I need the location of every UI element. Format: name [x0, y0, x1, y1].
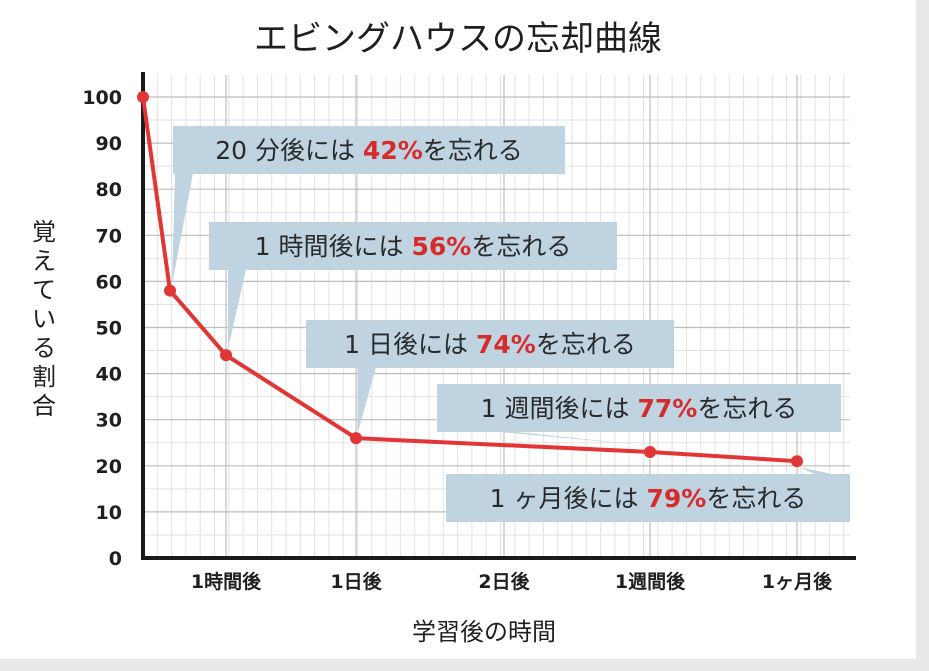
series-line-group [137, 91, 803, 468]
y-axis-label-char: 覚 [32, 218, 56, 246]
y-axis-label-char: 合 [32, 392, 56, 420]
callout-pointer [489, 431, 652, 446]
callout-pointer [172, 173, 193, 285]
y-tick-label: 50 [96, 318, 122, 340]
callout-percent: 79% [646, 484, 706, 513]
data-point [791, 455, 803, 468]
y-tick-label: 20 [96, 456, 122, 478]
callout-text-suffix: を忘れる [706, 484, 806, 513]
callout-box [306, 320, 674, 368]
chart-title: エビングハウスの忘却曲線 [254, 19, 662, 59]
x-tick-label: 1時間後 [191, 570, 262, 593]
callout-text: 1 ヶ月後には 79%を忘れる [490, 484, 807, 513]
y-axis-label-char: い [32, 305, 56, 333]
callout-text: 20 分後には 42%を忘れる [215, 136, 523, 165]
x-tick-labels: 1時間後 1日後 2日後 1週間後 1ヶ月後 [191, 570, 833, 593]
callout-text: 1 時間後には 56%を忘れる [255, 232, 572, 261]
data-point [137, 91, 149, 103]
y-tick-label: 90 [96, 133, 122, 155]
y-axis-label-char: 割 [32, 363, 56, 391]
x-tick-label: 2日後 [478, 570, 530, 593]
data-point [350, 432, 362, 445]
x-tick-label: 1週間後 [615, 570, 686, 593]
callout-percent: 56% [411, 232, 471, 261]
callout-box [446, 474, 850, 522]
x-axis-label: 学習後の時間 [412, 618, 556, 646]
axes [141, 72, 856, 560]
y-tick-label: 0 [109, 548, 122, 570]
callout-text-suffix: を忘れる [423, 136, 523, 165]
annotation-callout: 1 日後には 74%を忘れる [306, 320, 674, 433]
y-axis-label-char: え [32, 247, 56, 275]
callout-pointer [800, 467, 837, 475]
y-tick-label: 10 [96, 502, 122, 524]
data-point [220, 349, 232, 362]
callout-percent: 74% [476, 330, 536, 359]
y-tick-labels: 0 10 20 30 40 50 60 70 80 90 100 [82, 87, 122, 570]
callout-percent: 77% [637, 394, 697, 423]
data-point [644, 445, 656, 458]
callout-text-prefix: 20 分後には [215, 136, 363, 165]
callout-text-suffix: を忘れる [471, 232, 571, 261]
callout-box [209, 222, 617, 270]
callout-box [173, 126, 565, 174]
callout-pointer [358, 367, 376, 433]
y-tick-label: 80 [96, 179, 122, 201]
callout-box [437, 384, 841, 432]
callout-text-prefix: 1 時間後には [255, 232, 412, 261]
callout-text-prefix: 1 日後には [344, 330, 476, 359]
callout-text: 1 週間後には 77%を忘れる [481, 394, 798, 423]
y-tick-label: 30 [96, 410, 122, 432]
y-axis-label-char: て [32, 276, 56, 304]
callout-percent: 42% [363, 136, 423, 165]
callout-text: 1 日後には 74%を忘れる [344, 330, 636, 359]
forgetting-curve-chart: エビングハウスの忘却曲線 0 10 20 30 40 50 60 70 80 90 100 1時間後… [32, 19, 856, 646]
series-line [141, 96, 798, 464]
annotation-callout: 1 ヶ月後には 79%を忘れる [446, 467, 850, 522]
callout-text-prefix: 1 週間後には [481, 394, 638, 423]
annotation-callout: 1 時間後には 56%を忘れる [209, 222, 617, 350]
data-point [164, 284, 176, 297]
y-tick-label: 70 [96, 225, 122, 247]
callout-text-suffix: を忘れる [536, 330, 636, 359]
y-axis-label-char: る [32, 334, 56, 362]
callout-pointer [228, 269, 246, 350]
annotation-callout: 20 分後には 42%を忘れる [172, 126, 565, 285]
x-tick-label: 1ヶ月後 [762, 570, 833, 593]
y-tick-label: 100 [82, 87, 122, 109]
callout-text-suffix: を忘れる [697, 394, 797, 423]
chart-card: エビングハウスの忘却曲線 0 10 20 30 40 50 60 70 80 90 100 1時間後… [0, 0, 916, 659]
y-tick-label: 60 [96, 271, 122, 293]
x-tick-label: 1日後 [330, 570, 382, 593]
annotation-callout: 1 週間後には 77%を忘れる [437, 384, 841, 446]
callout-text-prefix: 1 ヶ月後には [490, 484, 647, 513]
y-tick-label: 40 [96, 364, 122, 386]
